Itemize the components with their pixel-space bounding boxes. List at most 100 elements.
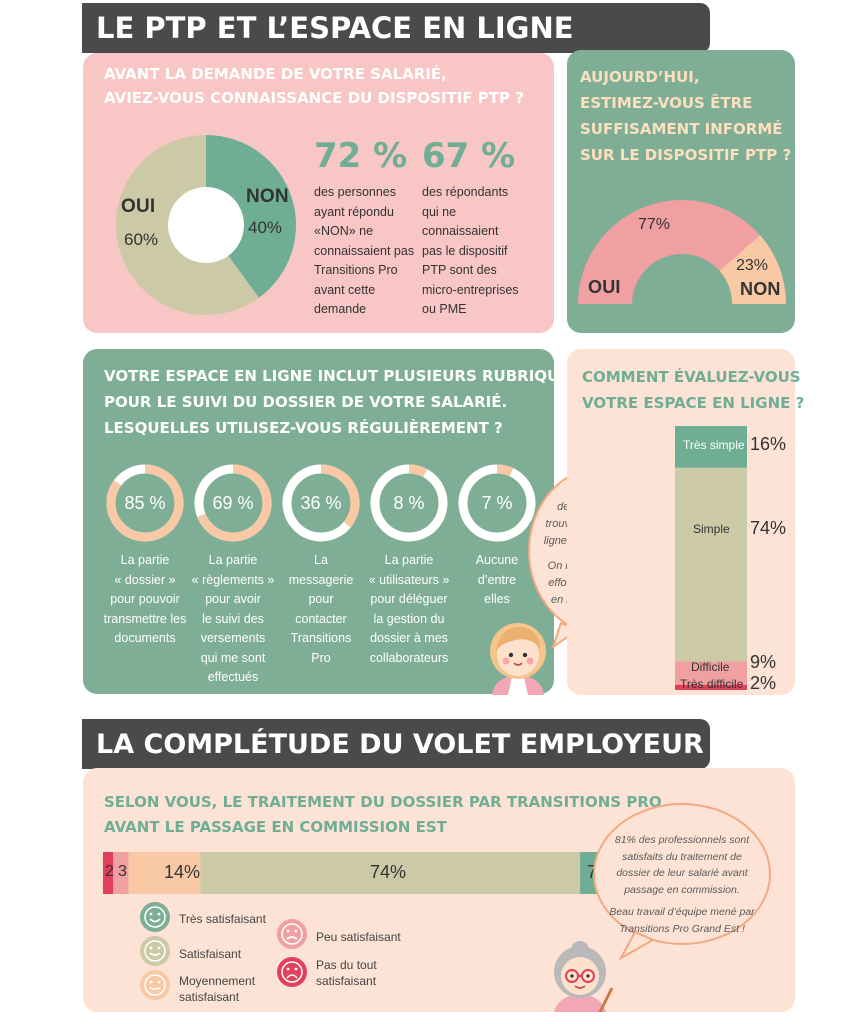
q1-stat1-line: Transitions Pro <box>314 263 398 277</box>
legend-moyennement: Moyennement satisfaisant <box>179 973 255 1005</box>
section1-title: LE PTP ET L’ESPACE EN LIGNE <box>96 11 574 45</box>
smiley-sad-icon <box>277 919 307 949</box>
q4-value-tres-simple: 16% <box>750 434 787 454</box>
q4-segment-tres-difficile <box>675 684 747 690</box>
bubble-line: Beau travail d’équipe mené par <box>609 906 755 918</box>
q3-question-line: VOTRE ESPACE EN LIGNE INCLUT PLUSIEURS R… <box>104 367 581 385</box>
legend-satisfaisant: Satisfaisant <box>179 947 242 961</box>
q3-item-label-line: La partie <box>120 553 170 567</box>
q2-non-value: 23% <box>736 257 769 274</box>
q3-item-label-line: messagerie <box>288 572 354 587</box>
q3-item-label-line: « dossier » <box>114 572 176 587</box>
q4-label-simple: Simple <box>693 522 730 536</box>
q1-donut-hole <box>168 187 244 263</box>
q3-item-label-line: le suivi des <box>202 611 264 626</box>
q4-value-difficile: 9% <box>750 652 777 672</box>
q3-item-label: La partie « règlements » pour avoir le s… <box>189 551 277 688</box>
q5-question-line: AVANT LE PASSAGE EN COMMISSION EST <box>104 818 447 836</box>
q3-ring-progress <box>458 464 536 542</box>
q3-question-line: POUR LE SUIVI DU DOSSIER DE VOTRE SALARI… <box>104 393 508 411</box>
q1-stat1-line: avant cette <box>314 282 376 297</box>
q4-question-line: COMMENT ÉVALUEZ-VOUS <box>582 368 801 386</box>
q3-item-label-line: La partie <box>384 553 434 567</box>
q2-question-line: AUJOURD’HUI, <box>580 68 700 86</box>
q3-ring-progress <box>282 464 360 542</box>
q2-slice-oui <box>578 200 761 304</box>
q3-item-label-line: dossier à mes <box>370 631 448 645</box>
q1-stat2-value: 67 % <box>422 136 516 176</box>
q3-item-label-line: effectués <box>207 670 259 684</box>
q1-stat2-line: connaissaient <box>422 224 499 238</box>
q3-item-label-line: pour déléguer <box>370 592 448 606</box>
q2-oui-value: 77% <box>638 216 671 233</box>
q4-label-tres-difficile: Très difficile <box>680 677 744 691</box>
legend-moyennement-line: Moyennement <box>179 974 256 988</box>
q4-value-tres-difficile: 2% <box>750 673 777 693</box>
q2-slice-non <box>719 235 786 304</box>
q1-question-line1: AVANT LA DEMANDE DE VOTRE SALARIÉ, <box>104 65 447 83</box>
q3-item-label-line: La <box>314 553 328 567</box>
q1-non-label: NON <box>246 186 289 207</box>
q3-item-label: La partie « utilisateurs » pour déléguer… <box>365 551 453 668</box>
q3-item-label-line: Transitions <box>290 631 352 645</box>
q3-question-line: LESQUELLES UTILISEZ-VOUS RÉGULIÈREMENT ? <box>104 419 503 437</box>
q1-donut-chart <box>115 135 296 315</box>
q5-value-pas-du-tout: 2 <box>105 863 114 880</box>
q1-non-value: 40% <box>248 218 283 237</box>
q3-item-label-line: « règlements » <box>191 572 275 587</box>
q1-slice-non <box>206 135 296 298</box>
q2-oui-label: OUI <box>588 277 621 297</box>
section1-banner: LE PTP ET L’ESPACE EN LIGNE <box>82 3 710 53</box>
q4-value-simple: 74% <box>750 518 787 538</box>
q4-stacked-bar-chart <box>675 426 747 690</box>
bubble-line: Transitions Pro Grand Est ! <box>619 922 745 935</box>
girl-avatar-icon <box>490 623 546 695</box>
q1-stat1-line: «NON» ne <box>314 224 374 238</box>
q2-question-line: SUR LE DISPOSITIF PTP ? <box>580 146 792 164</box>
legend-pas-du-tout-line: satisfaisant <box>316 974 377 988</box>
q3-item-label-line: contacter <box>295 611 347 626</box>
q3-item-label: La messagerie pour contacter Transitions… <box>277 551 365 668</box>
q3-item-label-line: Pro <box>311 650 331 665</box>
q3-item-pct: 69 % <box>212 493 254 513</box>
q1-stat1-value: 72 % <box>314 136 408 176</box>
q5-bubble-text: 81% des professionnels sont satisfaits d… <box>602 832 762 937</box>
legend-moyennement-line: satisfaisant <box>179 990 240 1004</box>
q3-item-pct: 85 % <box>124 493 166 513</box>
q3-item-label: La partie « dossier » pour pouvoir trans… <box>101 551 189 649</box>
legend-pas-du-tout-line: Pas du tout <box>316 958 377 972</box>
q5-segment-peu <box>113 852 129 894</box>
smiley-happy-icon <box>140 936 170 966</box>
legend-pas-du-tout: Pas du tout satisfaisant <box>316 957 377 989</box>
q5-segment-pas-du-tout <box>103 852 114 894</box>
q3-ring-progress <box>194 464 272 542</box>
q2-question: AUJOURD’HUI, ESTIMEZ-VOUS ÊTRE SUFFISAME… <box>580 64 791 168</box>
q3-item-label-line: qui me sont <box>200 650 266 665</box>
q3-item-label-line: La partie <box>208 553 258 567</box>
q5-segment-satisfaisant <box>200 852 581 894</box>
q2-non-label: NON <box>740 279 781 299</box>
q5-value-satisfaisant: 74% <box>370 862 407 882</box>
q4-label-tres-simple: Très simple <box>683 438 745 452</box>
q1-stat1-line: connaissaient pas <box>314 243 415 258</box>
q1-stat2-line: pas le dispositif <box>422 243 508 258</box>
q1-question: AVANT LA DEMANDE DE VOTRE SALARIÉ, AVIEZ… <box>104 62 524 110</box>
q3-item-pct: 7 % <box>481 493 513 513</box>
q3-item-label-line: Aucune <box>475 553 519 567</box>
q5-question: SELON VOUS, LE TRAITEMENT DU DOSSIER PAR… <box>104 790 662 840</box>
q3-item-label-line: pour pouvoir <box>110 592 180 606</box>
q4-question: COMMENT ÉVALUEZ-VOUS VOTRE ESPACE EN LIG… <box>582 364 804 416</box>
q5-speech-bubble <box>593 803 771 960</box>
q4-question-line: VOTRE ESPACE EN LIGNE ? <box>582 394 805 412</box>
q1-stat2-line: qui ne <box>422 204 457 219</box>
q5-value-peu: 3 <box>118 863 127 880</box>
q3-item-label-line: documents <box>114 631 176 645</box>
legend-tres-satisfaisant: Très satisfaisant <box>179 912 266 926</box>
q3-item-label: Aucune d’entre elles <box>453 551 541 610</box>
q1-stat1-line: ayant répondu <box>314 204 394 219</box>
q1-stat1-line: des personnes <box>314 185 397 199</box>
q3-item-label-line: la gestion du <box>373 611 445 626</box>
q1-stat2-line: des répondants <box>422 185 509 199</box>
section2-banner: LA COMPLÉTUDE DU VOLET EMPLOYEUR <box>82 719 710 769</box>
q1-question-line2: AVIEZ-VOUS CONNAISSANCE DU DISPOSITIF PT… <box>104 89 524 107</box>
